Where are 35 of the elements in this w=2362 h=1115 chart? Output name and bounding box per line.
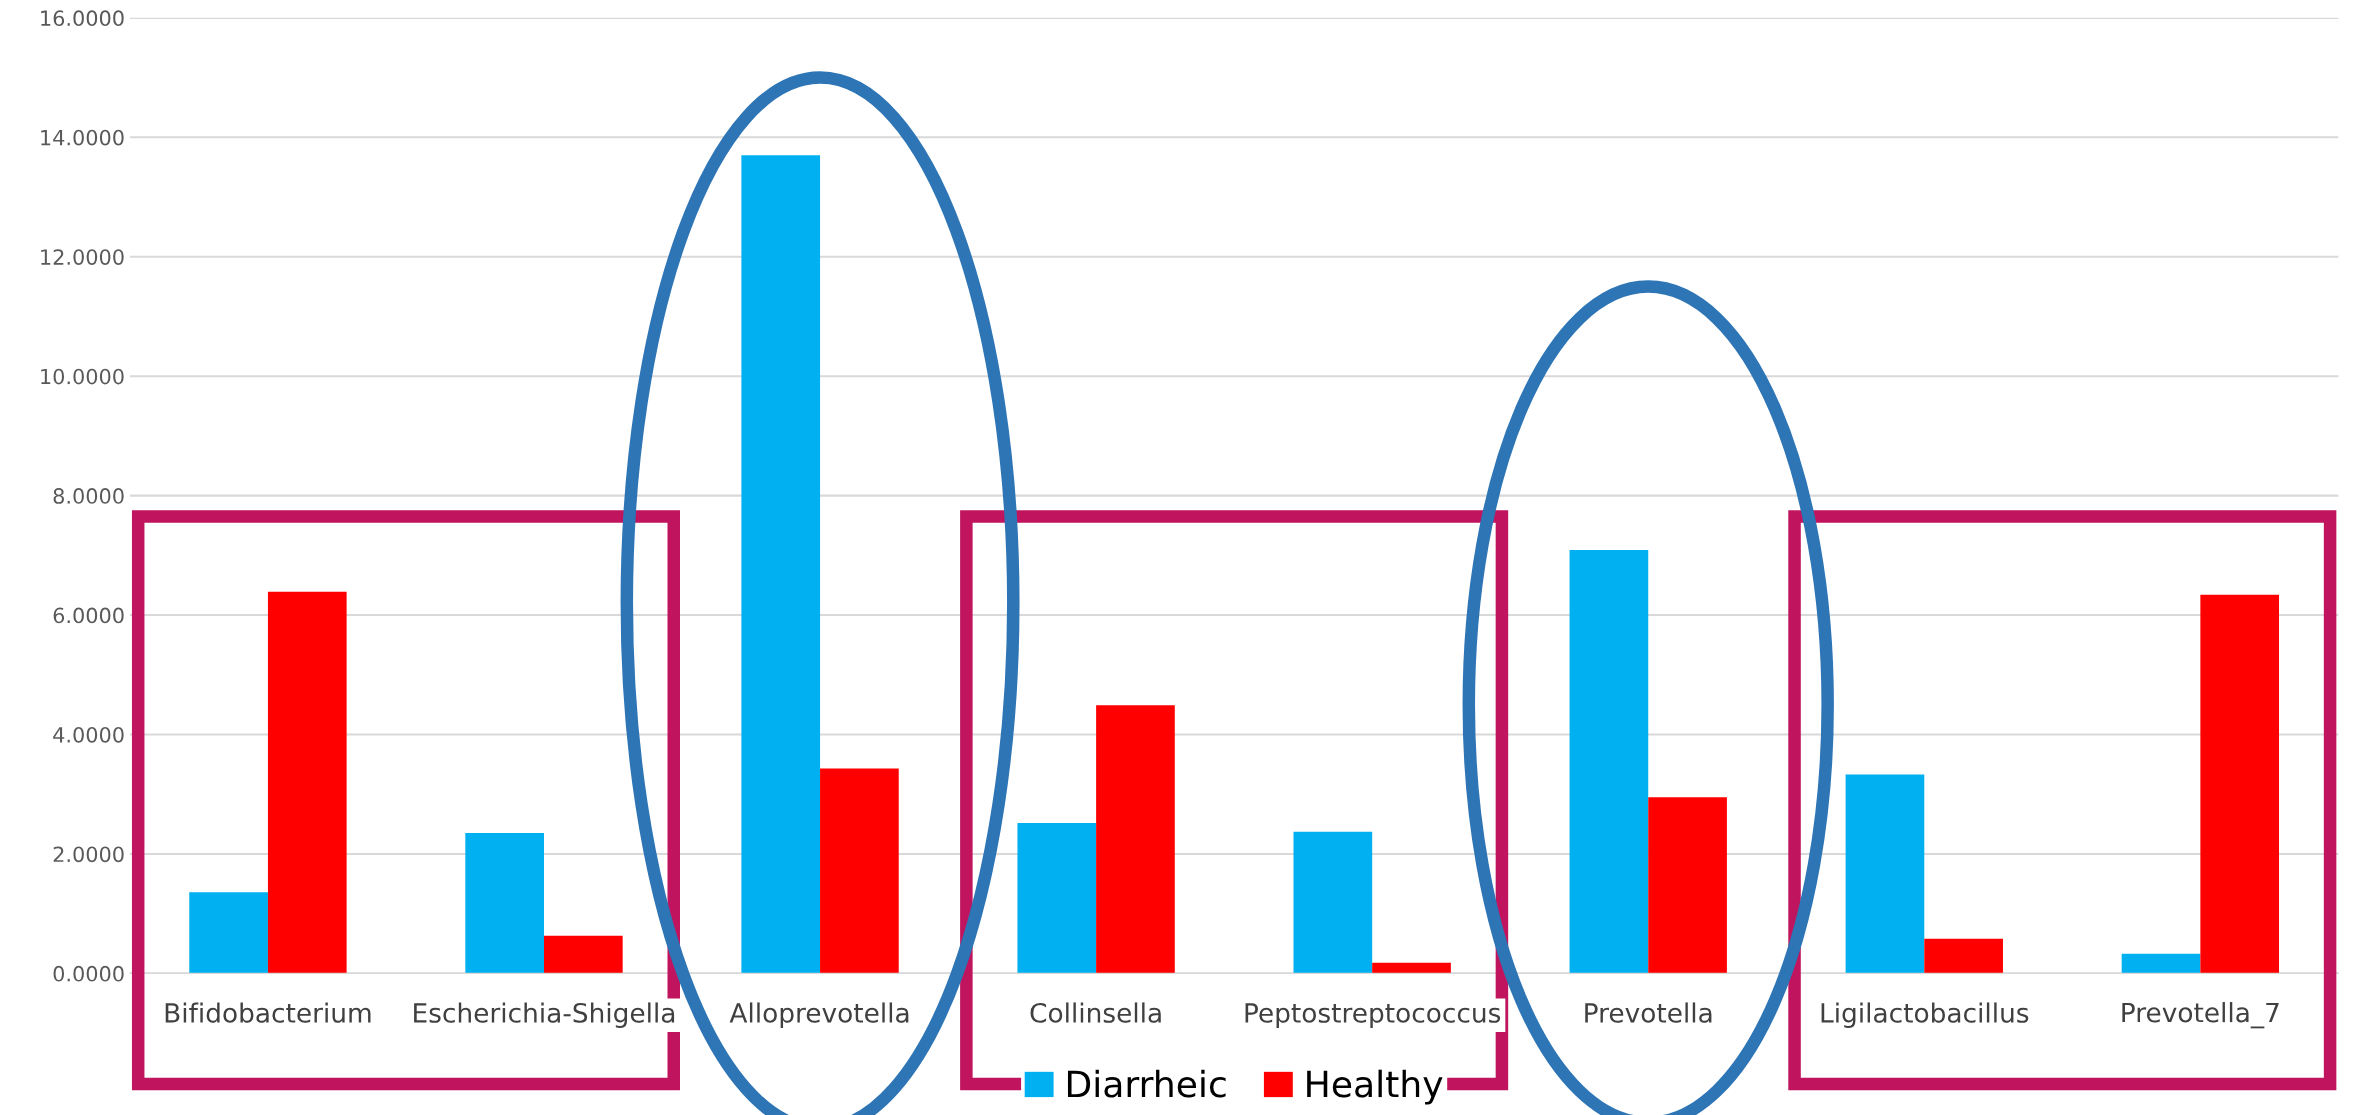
x-tick-label: Prevotella xyxy=(1585,1002,1712,1023)
bar xyxy=(189,892,268,974)
bar xyxy=(820,768,899,974)
bar xyxy=(1569,549,1649,974)
x-tick-label: Ligilactobacillus xyxy=(1821,1002,2029,1028)
y-tick-label: 10.0000 xyxy=(41,368,124,385)
bar xyxy=(1845,774,1925,974)
bar xyxy=(1648,797,1727,974)
bar xyxy=(741,155,821,974)
bar xyxy=(1017,822,1097,974)
y-tick-label: 6.0000 xyxy=(53,607,124,624)
y-tick-label: 14.0000 xyxy=(41,129,124,146)
x-tick-label: Prevotella_7 xyxy=(2122,1002,2279,1029)
bar xyxy=(1372,962,1451,974)
bar xyxy=(2200,594,2280,974)
x-tick-label: Alloprevotella xyxy=(729,1002,909,1028)
x-tick-label: Peptostreptococcus xyxy=(1245,1003,1501,1028)
y-tick-label: 2.0000 xyxy=(53,846,124,863)
bar xyxy=(2121,953,2201,974)
bar xyxy=(1096,705,1175,974)
y-tick-label: 16.0000 xyxy=(41,10,124,27)
bar xyxy=(1924,938,2003,974)
bar xyxy=(544,935,623,974)
legend-label: Healthy xyxy=(1307,1069,1443,1105)
bar xyxy=(267,591,347,974)
bar xyxy=(1293,831,1373,974)
y-tick-label: 0.0000 xyxy=(53,965,124,982)
bar xyxy=(465,833,544,974)
x-tick-label: Escherichia-Shigella xyxy=(414,1002,675,1028)
x-tick-label: Collinsella xyxy=(1030,1002,1161,1023)
y-tick-label: 12.0000 xyxy=(41,249,124,265)
y-tick-label: 4.0000 xyxy=(53,726,124,743)
legend-label: Diarrheic xyxy=(1067,1069,1226,1098)
x-tick-label: Bifidobacterium xyxy=(165,1002,371,1023)
y-tick-label: 8.0000 xyxy=(53,488,124,504)
